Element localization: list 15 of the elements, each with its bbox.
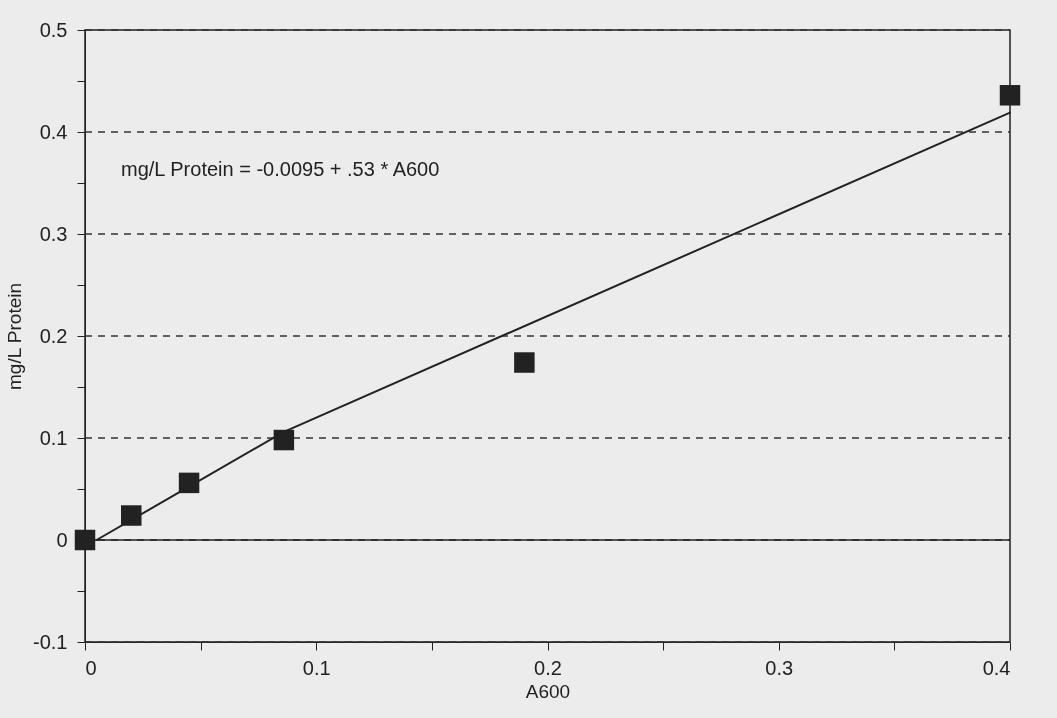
y-tick-label: 0.3 [39,222,68,245]
y-tick-label: 0.1 [39,426,68,449]
annotation: mg/L Protein = -0.0095 + .53 * A600 [121,158,440,180]
x-tick-label: 0.1 [302,656,331,679]
y-tick-label: 0.2 [39,324,68,347]
y-tick-label: 0.4 [39,120,68,143]
y-tick-label: -0.1 [33,630,68,653]
y-axis-title: mg/L Protein [4,282,26,391]
x-axis-title: A600 [525,680,571,702]
x-tick-label: 0.4 [982,656,1011,679]
x-tick-label: 0.3 [765,656,794,679]
y-tick-label: 0 [56,528,68,551]
y-tick-label: 0.5 [39,18,68,41]
x-tick-label: 0.2 [534,656,562,679]
x-tick-label: 0 [85,656,97,679]
